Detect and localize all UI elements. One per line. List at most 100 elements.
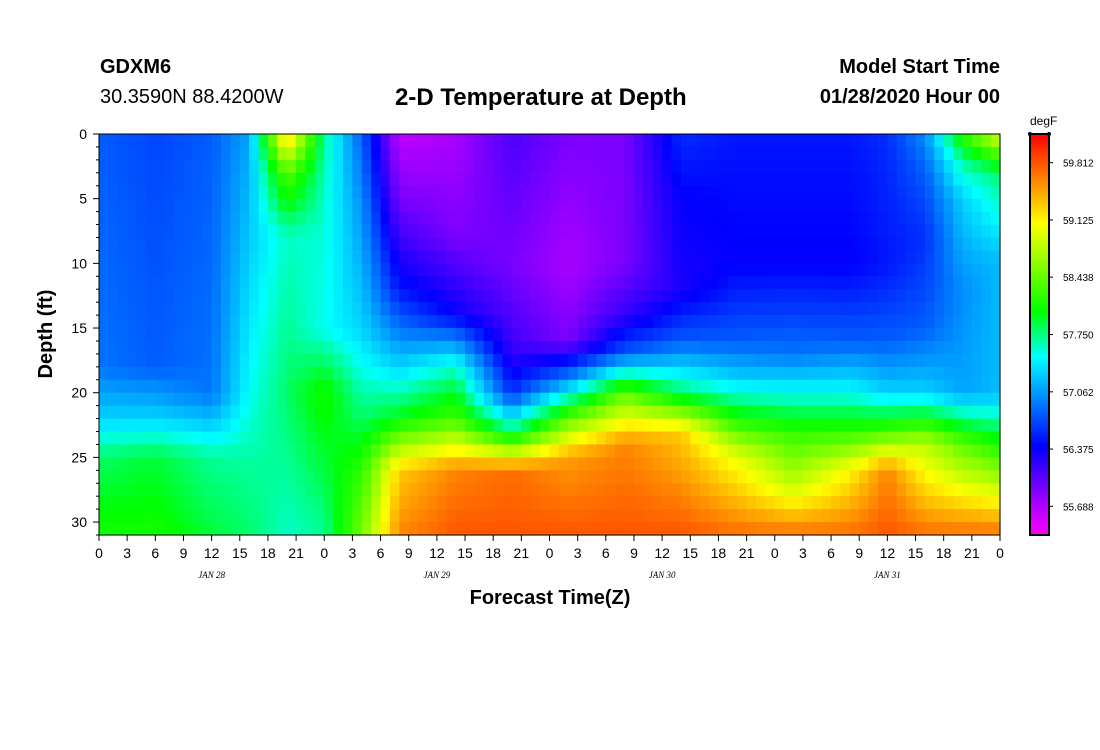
- heatmap-cell: [821, 237, 832, 252]
- heatmap-cell: [690, 379, 701, 394]
- heatmap-cell: [971, 328, 982, 342]
- heatmap-cell: [267, 353, 278, 368]
- heatmap-cell: [727, 392, 738, 407]
- heatmap-cell: [887, 289, 898, 303]
- heatmap-cell: [774, 366, 785, 381]
- heatmap-cell: [877, 366, 888, 381]
- heatmap-cell: [455, 146, 466, 161]
- heatmap-cell: [296, 470, 307, 484]
- heatmap-cell: [915, 405, 926, 420]
- heatmap-cell: [774, 483, 785, 497]
- heatmap-cell: [314, 276, 325, 290]
- heatmap-cell: [915, 444, 926, 458]
- heatmap-cell: [662, 457, 673, 471]
- heatmap-cell: [755, 263, 766, 277]
- heatmap-cell: [136, 353, 147, 368]
- heatmap-cell: [812, 340, 823, 355]
- heatmap-cell: [511, 366, 522, 381]
- heatmap-cell: [343, 418, 354, 433]
- heatmap-cell: [249, 340, 260, 355]
- heatmap-cell: [624, 211, 635, 226]
- heatmap-cell: [324, 172, 335, 187]
- heatmap-cell: [502, 470, 513, 484]
- heatmap-cell: [286, 276, 297, 290]
- heatmap-cell: [164, 522, 175, 536]
- heatmap-cell: [577, 185, 588, 200]
- heatmap-cell: [145, 418, 156, 433]
- heatmap-cell: [793, 276, 804, 290]
- heatmap-cell: [145, 392, 156, 407]
- heatmap-cell: [868, 379, 879, 394]
- heatmap-cell: [455, 289, 466, 303]
- heatmap-cell: [408, 470, 419, 484]
- heatmap-cell: [249, 276, 260, 290]
- heatmap-cell: [877, 250, 888, 264]
- heatmap-cell: [643, 263, 654, 277]
- heatmap-cell: [174, 340, 185, 355]
- heatmap-cell: [465, 224, 476, 239]
- heatmap-cell: [174, 224, 185, 239]
- heatmap-cell: [755, 276, 766, 290]
- heatmap-cell: [202, 522, 213, 536]
- heatmap-cell: [183, 522, 194, 536]
- heatmap-cell: [690, 302, 701, 316]
- heatmap-cell: [680, 418, 691, 433]
- heatmap-cell: [821, 263, 832, 277]
- heatmap-cell: [690, 496, 701, 510]
- heatmap-cell: [249, 159, 260, 174]
- heatmap-cell: [924, 431, 935, 446]
- heatmap-cell: [136, 405, 147, 420]
- heatmap-cell: [164, 211, 175, 226]
- heatmap-cell: [877, 483, 888, 497]
- heatmap-cell: [465, 198, 476, 213]
- heatmap-cell: [267, 315, 278, 329]
- heatmap-cell: [765, 444, 776, 458]
- heatmap-cell: [784, 340, 795, 355]
- heatmap-cell: [906, 185, 917, 200]
- heatmap-cell: [915, 198, 926, 213]
- heatmap-cell: [868, 418, 879, 433]
- heatmap-cell: [530, 185, 541, 200]
- heatmap-cell: [849, 340, 860, 355]
- heatmap-cell: [502, 444, 513, 458]
- heatmap-cell: [361, 172, 372, 187]
- heatmap-cell: [277, 224, 288, 239]
- heatmap-cell: [718, 237, 729, 252]
- heatmap-cell: [117, 263, 128, 277]
- heatmap-cell: [802, 134, 813, 148]
- heatmap-cell: [784, 302, 795, 316]
- heatmap-cell: [755, 328, 766, 342]
- x-tick-label: 6: [827, 545, 835, 561]
- y-tick-label: 20: [71, 385, 87, 401]
- x-tick-label: 21: [739, 545, 755, 561]
- heatmap-cell: [286, 198, 297, 213]
- heatmap-cell: [296, 509, 307, 523]
- heatmap-cell: [615, 392, 626, 407]
- heatmap-cell: [164, 134, 175, 148]
- heatmap-cell: [652, 224, 663, 239]
- heatmap-cell: [990, 146, 1001, 161]
- heatmap-cell: [361, 496, 372, 510]
- colorbar-label: 59.125: [1063, 216, 1094, 227]
- heatmap-cell: [174, 237, 185, 252]
- heatmap-cell: [174, 366, 185, 381]
- heatmap-cell: [718, 366, 729, 381]
- heatmap-cell: [521, 340, 532, 355]
- heatmap-cell: [136, 302, 147, 316]
- heatmap-cell: [436, 172, 447, 187]
- heatmap-cell: [324, 418, 335, 433]
- heatmap-cell: [774, 315, 785, 329]
- heatmap-cell: [474, 405, 485, 420]
- heatmap-cell: [624, 250, 635, 264]
- heatmap-cell: [511, 146, 522, 161]
- heatmap-cell: [755, 237, 766, 252]
- heatmap-cell: [962, 522, 973, 536]
- heatmap-cell: [521, 315, 532, 329]
- heatmap-cell: [812, 418, 823, 433]
- heatmap-cell: [446, 172, 457, 187]
- heatmap-cell: [624, 379, 635, 394]
- heatmap-cell: [305, 431, 316, 446]
- x-tick-label: 0: [546, 545, 554, 561]
- heatmap-cell: [540, 146, 551, 161]
- heatmap-cell: [981, 224, 992, 239]
